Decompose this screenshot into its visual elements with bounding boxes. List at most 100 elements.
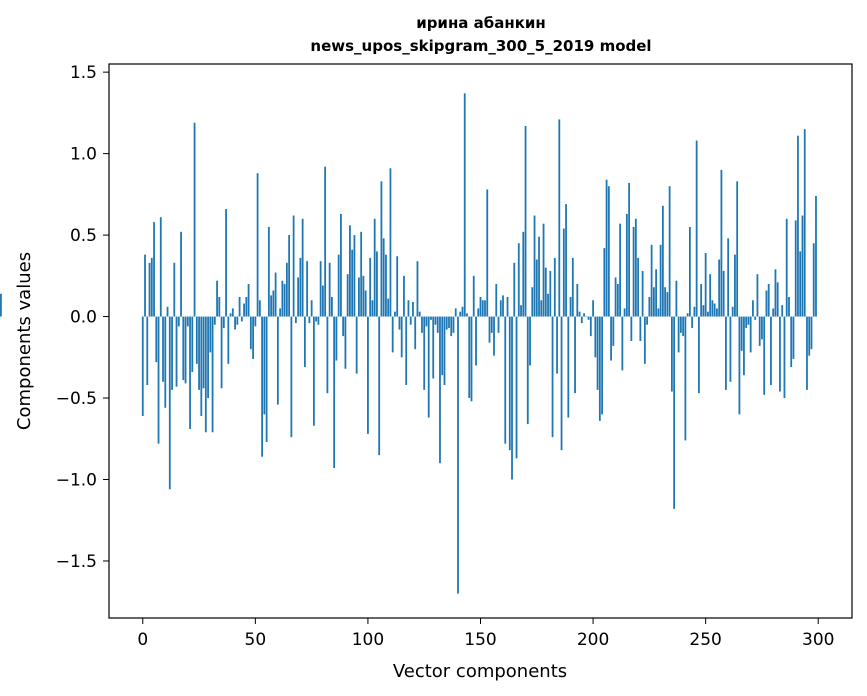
bar-250 xyxy=(704,253,707,317)
bar-99 xyxy=(364,290,367,317)
bar-165 xyxy=(513,262,516,317)
bar-undefined xyxy=(0,293,2,317)
bar-183 xyxy=(553,257,556,317)
bar-89 xyxy=(342,316,345,337)
bar-42 xyxy=(236,316,239,325)
bar-274 xyxy=(758,316,761,346)
bar-120 xyxy=(412,301,414,317)
bar-190 xyxy=(569,297,572,317)
bar-5 xyxy=(153,222,155,317)
bar-180 xyxy=(547,293,549,317)
bar-7 xyxy=(157,316,160,444)
bar-147 xyxy=(472,275,475,317)
bar-281 xyxy=(774,269,777,317)
bar-272 xyxy=(754,316,757,320)
bar-43 xyxy=(238,297,241,317)
bar-140 xyxy=(457,316,459,594)
bar-113 xyxy=(396,256,399,317)
bar-108 xyxy=(385,254,387,317)
bar-291 xyxy=(797,135,799,317)
bar-124 xyxy=(421,316,423,333)
bar-273 xyxy=(756,274,759,317)
bar-126 xyxy=(425,316,428,327)
x-tick-label: 250 xyxy=(689,630,721,650)
bar-54 xyxy=(263,316,266,415)
bar-110 xyxy=(389,168,392,317)
bar-193 xyxy=(576,283,579,317)
bar-299 xyxy=(815,195,817,317)
bar-107 xyxy=(382,238,385,317)
bar-58 xyxy=(272,290,275,317)
bar-160 xyxy=(502,295,504,317)
bar-112 xyxy=(394,311,396,317)
bar-194 xyxy=(578,311,581,317)
bar-266 xyxy=(740,316,743,351)
bar-60 xyxy=(276,316,279,405)
bar-206 xyxy=(605,179,608,317)
bar-101 xyxy=(369,257,372,317)
bar-221 xyxy=(639,316,642,341)
bar-69 xyxy=(297,277,300,317)
y-tick-label: 0.5 xyxy=(70,226,97,246)
bar-17 xyxy=(180,231,182,317)
bar-234 xyxy=(668,186,671,317)
y-tick-label: 1.5 xyxy=(70,63,97,83)
bar-168 xyxy=(520,305,522,317)
bar-31 xyxy=(211,316,214,433)
bar-91 xyxy=(346,274,349,317)
bar-21 xyxy=(189,316,191,429)
bar-295 xyxy=(806,316,808,390)
bar-78 xyxy=(317,316,320,325)
bar-156 xyxy=(493,316,495,356)
bar-131 xyxy=(436,316,439,333)
bar-192 xyxy=(574,316,576,394)
bar-254 xyxy=(713,303,716,317)
bar-232 xyxy=(664,287,667,317)
bar-79 xyxy=(319,261,322,317)
bar-297 xyxy=(810,316,813,350)
bar-65 xyxy=(288,235,291,317)
bar-103 xyxy=(373,218,376,317)
y-tick-label: 0.0 xyxy=(70,308,97,328)
bar-280 xyxy=(772,308,775,317)
bar-177 xyxy=(540,300,543,317)
bar-252 xyxy=(709,274,712,317)
bar-294 xyxy=(803,129,806,317)
bar-182 xyxy=(551,316,554,438)
bar-84 xyxy=(331,297,333,317)
bar-214 xyxy=(623,308,626,317)
y-axis-ticks: 1.5 1.0 0.5 0.0 −0.5 −1.0 −1.5 xyxy=(56,63,109,572)
bar-92 xyxy=(349,225,351,317)
bar-75 xyxy=(310,300,313,317)
bar-288 xyxy=(790,316,793,368)
bar-18 xyxy=(182,316,185,381)
bar-267 xyxy=(743,316,745,376)
bar-228 xyxy=(655,269,658,317)
bar-13 xyxy=(171,316,173,390)
bar-57 xyxy=(270,295,273,317)
bar-36 xyxy=(222,316,225,328)
bar-152 xyxy=(484,300,486,317)
bar-271 xyxy=(752,300,754,317)
bar-198 xyxy=(587,316,590,320)
bar-178 xyxy=(542,223,545,317)
bar-74 xyxy=(308,316,311,324)
y-axis-label: Components values xyxy=(14,252,35,430)
bar-161 xyxy=(504,316,507,444)
bar-188 xyxy=(565,204,567,317)
bar-270 xyxy=(749,316,752,353)
bar-142 xyxy=(461,306,464,317)
bar-45 xyxy=(243,303,245,317)
bar-137 xyxy=(450,316,453,337)
bar-282 xyxy=(776,282,779,317)
bar-0 xyxy=(141,316,144,416)
bar-289 xyxy=(792,316,795,359)
bar-61 xyxy=(279,308,282,317)
bar-184 xyxy=(556,316,558,374)
bar-197 xyxy=(585,316,588,318)
bar-4 xyxy=(150,257,153,317)
bar-62 xyxy=(281,280,284,317)
bar-169 xyxy=(522,231,525,317)
bar-111 xyxy=(391,316,394,353)
bar-64 xyxy=(285,262,288,317)
